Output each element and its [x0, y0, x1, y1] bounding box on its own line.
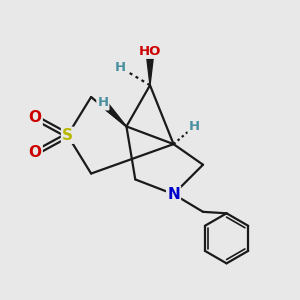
- Text: N: N: [167, 187, 180, 202]
- Text: H: H: [189, 120, 200, 133]
- Text: S: S: [62, 128, 73, 143]
- Text: HO: HO: [139, 45, 161, 58]
- Text: H: H: [115, 61, 126, 74]
- Text: O: O: [29, 110, 42, 125]
- Text: H: H: [97, 96, 109, 110]
- Text: O: O: [29, 146, 42, 160]
- Polygon shape: [100, 100, 126, 126]
- Polygon shape: [146, 53, 154, 85]
